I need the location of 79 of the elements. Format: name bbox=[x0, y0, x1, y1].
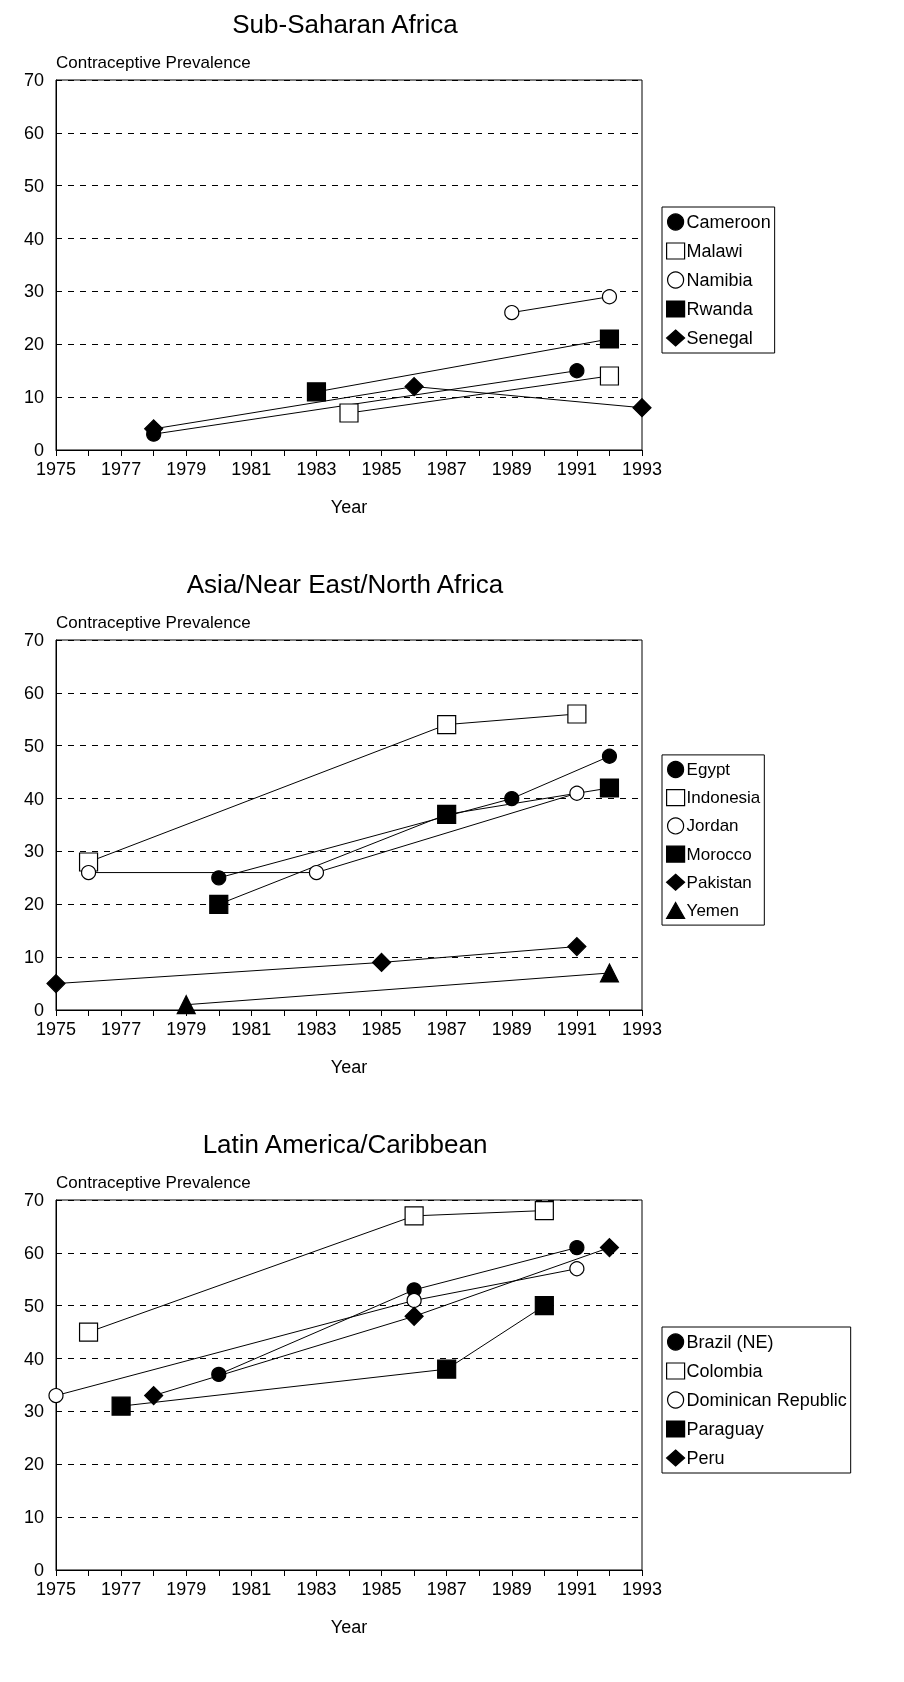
legend-label: Cameroon bbox=[686, 212, 771, 232]
chart-title: Sub-Saharan Africa bbox=[232, 9, 459, 39]
chart-title: Asia/Near East/North Africa bbox=[186, 569, 504, 599]
y-tick-label: 20 bbox=[23, 1454, 44, 1475]
legend-label: Rwanda bbox=[686, 299, 754, 319]
x-tick-label: 1985 bbox=[361, 459, 402, 479]
y-tick-label: 60 bbox=[23, 682, 44, 703]
x-tick-label: 1979 bbox=[166, 1579, 207, 1599]
legend-label: Brazil (NE) bbox=[686, 1332, 774, 1352]
y-tick-label: 30 bbox=[23, 281, 44, 302]
x-tick-label: 1987 bbox=[426, 459, 467, 479]
y-tick-label: 10 bbox=[23, 947, 44, 968]
x-tick-label: 1983 bbox=[296, 459, 337, 479]
legend-label: Indonesia bbox=[686, 788, 761, 808]
legend-label: Jordan bbox=[686, 816, 739, 836]
x-tick-label: 1975 bbox=[35, 1019, 77, 1039]
legend-label: Egypt bbox=[686, 760, 731, 779]
x-tick-label: 1991 bbox=[556, 459, 597, 479]
x-tick-label: 1993 bbox=[621, 1019, 663, 1039]
x-tick-label: 1979 bbox=[166, 459, 207, 479]
legend-label: Dominican Republic bbox=[686, 1390, 847, 1410]
x-tick-label: 1989 bbox=[491, 1579, 532, 1599]
x-tick-label: 1991 bbox=[556, 1579, 597, 1599]
x-tick-label: 1993 bbox=[621, 1579, 663, 1599]
y-tick-label: 10 bbox=[23, 387, 44, 408]
x-tick-label: 1985 bbox=[361, 1019, 402, 1039]
legend-label: Paraguay bbox=[686, 1419, 764, 1439]
x-tick-label: 1987 bbox=[426, 1019, 467, 1039]
x-tick-label: 1977 bbox=[101, 1579, 142, 1599]
legend-label: Malawi bbox=[686, 241, 743, 261]
x-axis-title: Year bbox=[330, 1057, 368, 1077]
x-tick-label: 1991 bbox=[556, 1019, 597, 1039]
legend-label: Namibia bbox=[686, 270, 754, 290]
y-tick-label: 40 bbox=[23, 1348, 44, 1369]
x-axis-title: Year bbox=[330, 1617, 368, 1637]
legend-label: Peru bbox=[686, 1448, 725, 1468]
x-tick-label: 1989 bbox=[491, 459, 532, 479]
legend-label: Pakistan bbox=[686, 872, 752, 892]
y-tick-label: 40 bbox=[23, 788, 44, 809]
y-tick-label: 70 bbox=[23, 1190, 44, 1210]
y-tick-label: 10 bbox=[23, 1507, 44, 1528]
y-tick-label: 30 bbox=[23, 1401, 44, 1422]
y-tick-label: 50 bbox=[23, 735, 44, 756]
x-tick-label: 1979 bbox=[166, 1019, 207, 1039]
legend-label: Senegal bbox=[686, 328, 753, 348]
y-tick-label: 60 bbox=[23, 1242, 44, 1263]
y-tick-label: 20 bbox=[23, 334, 44, 355]
x-tick-label: 1977 bbox=[101, 1019, 142, 1039]
y-axis-title: Contraceptive Prevalence bbox=[56, 613, 251, 632]
x-tick-label: 1983 bbox=[296, 1019, 337, 1039]
y-tick-label: 0 bbox=[33, 1560, 44, 1580]
y-tick-label: 0 bbox=[33, 1000, 44, 1020]
legend-label: Colombia bbox=[686, 1361, 764, 1381]
x-tick-label: 1975 bbox=[35, 459, 77, 479]
legend-label: Yemen bbox=[686, 901, 739, 920]
y-tick-label: 0 bbox=[33, 440, 44, 460]
y-axis-title: Contraceptive Prevalence bbox=[56, 1173, 251, 1192]
x-tick-label: 1983 bbox=[296, 1579, 337, 1599]
y-tick-label: 20 bbox=[23, 894, 44, 915]
x-tick-label: 1987 bbox=[426, 1579, 467, 1599]
y-axis-title: Contraceptive Prevalence bbox=[56, 53, 251, 72]
x-tick-label: 1975 bbox=[35, 1579, 77, 1599]
y-tick-label: 70 bbox=[23, 630, 44, 650]
x-tick-label: 1985 bbox=[361, 1579, 402, 1599]
x-axis-title: Year bbox=[330, 497, 368, 517]
y-tick-label: 50 bbox=[23, 1295, 44, 1316]
chart-title: Latin America/Caribbean bbox=[202, 1129, 488, 1159]
y-tick-label: 30 bbox=[23, 841, 44, 862]
y-tick-label: 70 bbox=[23, 70, 44, 90]
x-tick-label: 1993 bbox=[621, 459, 663, 479]
x-tick-label: 1981 bbox=[231, 1579, 272, 1599]
x-tick-label: 1981 bbox=[231, 459, 272, 479]
x-tick-label: 1989 bbox=[491, 1019, 532, 1039]
x-tick-label: 1981 bbox=[231, 1019, 272, 1039]
legend-label: Morocco bbox=[686, 844, 752, 864]
x-tick-label: 1977 bbox=[101, 459, 142, 479]
y-tick-label: 40 bbox=[23, 228, 44, 249]
y-tick-label: 50 bbox=[23, 175, 44, 196]
y-tick-label: 60 bbox=[23, 122, 44, 143]
